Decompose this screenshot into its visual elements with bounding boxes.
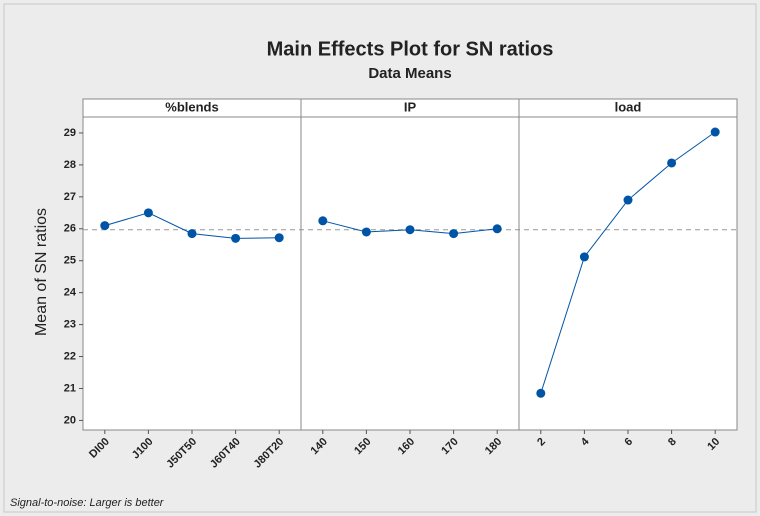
chart-subtitle: Data Means [368, 65, 451, 82]
point [449, 229, 459, 239]
y-tick-label: 27 [64, 191, 76, 203]
y-axis-label: Mean of SN ratios [33, 208, 50, 336]
panel-header: %blends [165, 99, 218, 114]
point [492, 224, 502, 234]
y-tick-label: 24 [64, 287, 77, 299]
point [361, 227, 371, 237]
point [187, 229, 197, 239]
y-tick-label: 28 [64, 159, 76, 171]
point [623, 195, 633, 205]
frame [3, 3, 757, 513]
chart-title: Main Effects Plot for SN ratios [267, 38, 554, 60]
point [100, 221, 110, 231]
point [710, 127, 720, 137]
point [667, 158, 677, 168]
y-tick-label: 21 [64, 382, 76, 394]
point [405, 225, 415, 235]
footnote: Signal-to-noise: Larger is better [10, 497, 165, 509]
point [231, 233, 241, 243]
plot-area [82, 98, 738, 431]
point [536, 388, 546, 398]
panel-header: IP [404, 99, 417, 114]
y-tick-label: 20 [64, 414, 76, 426]
y-tick-label: 22 [64, 350, 76, 362]
panel-header: load [615, 99, 642, 114]
y-tick-label: 25 [64, 255, 76, 267]
y-tick-label: 29 [64, 127, 76, 139]
point [143, 208, 153, 218]
y-tick-label: 23 [64, 319, 76, 331]
point [274, 233, 284, 243]
point [579, 252, 589, 262]
y-tick-label: 26 [64, 223, 76, 235]
point [318, 216, 328, 226]
